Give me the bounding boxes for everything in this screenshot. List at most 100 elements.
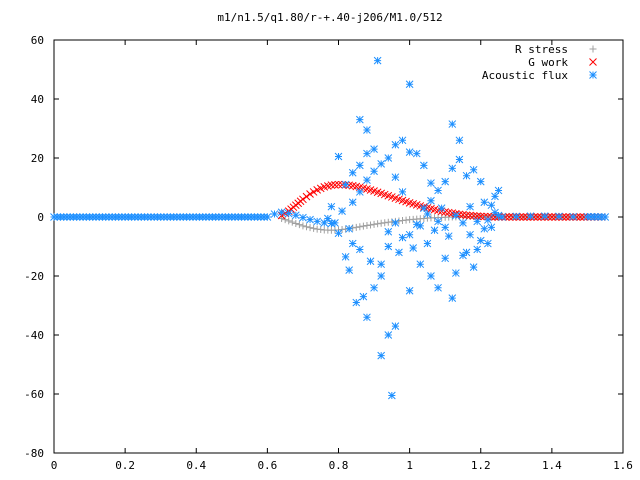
data-point [384, 154, 393, 162]
data-point [427, 272, 435, 280]
data-point [494, 186, 503, 195]
data-point [448, 120, 457, 128]
data-point [355, 245, 364, 254]
x-tick-label: 0.2 [115, 459, 135, 472]
data-point [327, 219, 336, 228]
data-point [505, 213, 514, 221]
data-point [391, 322, 400, 331]
data-point [434, 217, 442, 226]
data-point [331, 180, 339, 189]
data-point [448, 294, 457, 302]
data-point [363, 222, 371, 230]
data-point [405, 148, 414, 156]
data-point [416, 260, 425, 269]
data-point [366, 257, 375, 266]
data-point [597, 213, 606, 221]
data-point [292, 219, 300, 227]
data-point [555, 212, 563, 221]
data-point [310, 224, 318, 232]
data-point [469, 211, 478, 220]
y-tick-label: 60 [31, 34, 44, 47]
data-point [313, 217, 322, 226]
data-point [398, 136, 407, 145]
x-tick-label: 0.6 [257, 459, 277, 472]
data-point [462, 171, 471, 180]
data-point [480, 198, 489, 207]
y-tick-label: 0 [37, 211, 44, 224]
data-point [473, 245, 482, 254]
data-point [512, 212, 521, 221]
data-point [469, 165, 478, 174]
data-point [320, 219, 329, 227]
data-point [501, 213, 510, 221]
data-point [441, 223, 450, 232]
data-point [441, 254, 450, 263]
data-point [519, 213, 528, 221]
data-point [427, 179, 435, 187]
data-point [281, 216, 289, 224]
data-point [355, 161, 364, 170]
data-point [430, 226, 439, 235]
data-point [569, 212, 578, 221]
data-point [452, 211, 460, 220]
data-point [356, 223, 364, 231]
data-point [295, 221, 303, 229]
data-point [348, 239, 357, 248]
data-point [587, 212, 595, 221]
data-point [370, 145, 378, 154]
legend-label: G work [528, 56, 568, 69]
data-point [341, 180, 350, 189]
data-point [455, 136, 464, 145]
data-point [444, 232, 453, 241]
data-point [327, 202, 336, 211]
data-point [462, 248, 471, 257]
legend-label: Acoustic flux [482, 69, 568, 82]
y-tick-label: 20 [31, 152, 44, 165]
data-point [423, 210, 432, 218]
legend-label: R stress [515, 43, 568, 56]
data-point [476, 212, 485, 221]
data-point [338, 207, 346, 215]
plot-axes: 0 0.2 0.4 0.6 0.8 1 1.2 1.4 1.6 -80 -60 -40 -20 0 20 40… [24, 34, 633, 472]
data-point [576, 213, 585, 221]
data-point [398, 188, 407, 196]
data-point [348, 198, 357, 207]
data-point [370, 167, 378, 176]
data-point [373, 56, 382, 65]
data-point [345, 224, 354, 233]
data-point [352, 298, 361, 307]
data-point [412, 220, 421, 229]
data-point [466, 202, 474, 211]
data-point [583, 212, 592, 221]
data-point [487, 201, 496, 210]
data-point [377, 272, 386, 280]
data-point [302, 192, 311, 201]
data-point [334, 229, 343, 238]
data-point [416, 221, 425, 230]
data-point [491, 192, 499, 201]
data-point [405, 286, 414, 295]
data-point [580, 213, 588, 221]
data-point [334, 152, 343, 161]
data-point [441, 177, 450, 186]
data-point [487, 223, 496, 232]
data-point [377, 351, 386, 360]
data-point [391, 173, 400, 182]
data-point [466, 211, 474, 220]
data-point [601, 213, 610, 221]
x-tick-label: 0 [51, 459, 58, 472]
data-point [562, 213, 570, 221]
data-point [526, 212, 535, 220]
data-point [348, 168, 357, 177]
data-point [277, 208, 286, 217]
data-point [572, 213, 581, 221]
data-point [302, 223, 310, 231]
data-point [288, 218, 296, 226]
data-point [419, 161, 428, 170]
data-point [434, 283, 442, 292]
data-point [480, 224, 489, 233]
x-tick-label: 0.8 [329, 459, 349, 472]
data-point [355, 188, 364, 196]
